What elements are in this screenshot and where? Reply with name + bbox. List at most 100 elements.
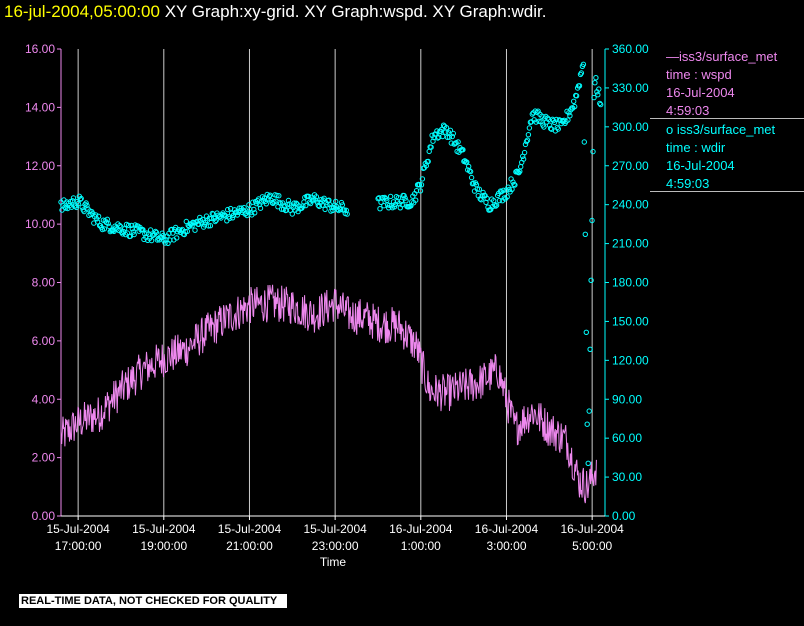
y-right-tick-label: 150.00 (612, 314, 649, 328)
y-right-tick-label: 270.00 (612, 159, 649, 173)
series-wdir-point (227, 215, 233, 222)
series-wdir-point (425, 158, 431, 165)
legend-divider (650, 191, 804, 192)
series-wdir-point (419, 176, 426, 182)
y-left-tick-label: 6.00 (32, 334, 56, 348)
series-wdir-point (567, 113, 573, 119)
y-left-tick-label: 0.00 (32, 509, 56, 523)
series-wdir-point (147, 227, 154, 233)
series-wdir-point (582, 231, 588, 238)
x-tick-label-time: 19:00:00 (140, 539, 187, 553)
series-wdir-point (576, 83, 583, 89)
legend-time: 4:59:03 (666, 176, 710, 191)
series-wdir-point (285, 197, 292, 204)
series-wdir-point (598, 101, 604, 108)
series-wdir-point (476, 186, 482, 192)
series-wdir-point (140, 227, 146, 233)
series-wdir-point (588, 277, 594, 283)
x-tick-label-date: 15-Jul-2004 (132, 522, 196, 536)
legend-variable: time : wdir (666, 140, 726, 155)
series-wdir-point (428, 144, 434, 150)
series-wdir-point (125, 222, 132, 229)
series-wdir-point (292, 207, 298, 213)
legend-marker-glyph: o (666, 122, 674, 137)
legend-entry-wspd: —iss3/surface_met time : wspd 16-Jul-200… (666, 48, 777, 120)
series-wdir-point (595, 92, 601, 98)
x-tick-label-time: 5:00:00 (572, 539, 612, 553)
series-wdir-point (416, 182, 423, 188)
series-wdir-point (333, 198, 339, 205)
series-wdir-point (263, 201, 269, 207)
series-wdir-point (344, 211, 350, 217)
series-wdir-point (520, 156, 527, 162)
series-wdir-point (84, 202, 90, 209)
series-wdir-point (572, 103, 578, 110)
series-wdir-point (526, 125, 533, 131)
series-wdir-point (497, 188, 504, 194)
series-wdir-point (184, 228, 191, 235)
x-axis-label: Time (320, 555, 347, 569)
series-wdir-point (446, 134, 453, 140)
series-wdir-point (449, 133, 455, 140)
series-wdir-point (439, 126, 445, 133)
legend-series-name: iss3/surface_met (679, 49, 778, 64)
series-wdir-point (267, 192, 273, 198)
series-wdir-point (234, 212, 241, 218)
series-wdir-point (75, 200, 82, 207)
legend-time: 4:59:03 (666, 103, 710, 118)
series-wdir-point (252, 210, 258, 216)
series-wdir-point (578, 70, 585, 76)
series-wdir-point (174, 235, 180, 241)
series-wdir-point (468, 174, 475, 181)
y-right-tick-label: 330.00 (612, 81, 649, 95)
x-tick-label-date: 16-Jul-2004 (389, 522, 453, 536)
series-wdir-point (434, 128, 440, 134)
series-wdir-point (62, 204, 68, 210)
y-left-tick-label: 10.00 (25, 217, 55, 231)
series-wdir-point (504, 194, 510, 200)
series-wdir-point (212, 218, 218, 225)
series-wdir-point (387, 193, 394, 200)
y-left-tick-label: 12.00 (25, 159, 55, 173)
window-header: 16-jul-2004,05:00:00 XY Graph:xy-grid. X… (4, 2, 546, 22)
series-wdir-point (591, 94, 597, 101)
series-wdir-point (377, 206, 383, 212)
header-timestamp: 16-jul-2004,05:00:00 (4, 2, 160, 21)
series-wdir-point (225, 206, 231, 213)
series-wdir-point (339, 202, 346, 208)
series-wdir-point (474, 186, 481, 192)
series-wdir-point (153, 229, 160, 236)
series-wdir-point (512, 182, 518, 188)
y-left-tick-label: 2.00 (32, 451, 56, 465)
series-wdir-point (529, 111, 535, 117)
series-wdir-point (444, 134, 451, 141)
legend-line-glyph: — (666, 49, 679, 64)
series-wdir-point (523, 138, 530, 145)
series-wdir-point (162, 240, 168, 246)
series-wdir-point (289, 211, 295, 217)
series-wdir-point (306, 193, 312, 200)
y-right-tick-label: 0.00 (612, 509, 636, 523)
series-wdir-point (464, 159, 470, 165)
x-tick-label-date: 15-Jul-2004 (46, 522, 110, 536)
series-wdir-point (205, 223, 212, 229)
series-wdir-point (213, 217, 219, 224)
y-right-tick-label: 210.00 (612, 237, 649, 251)
series-wdir-point (580, 61, 587, 68)
series-wdir-point (440, 133, 446, 140)
series-wdir-point (192, 227, 198, 233)
series-wdir-point (70, 195, 77, 201)
series-wdir-point (207, 223, 214, 229)
series-wdir-point (321, 195, 327, 202)
y-right-tick-label: 360.00 (612, 42, 649, 56)
x-tick-label-date: 16-Jul-2004 (560, 522, 624, 536)
series-wdir-point (148, 237, 155, 244)
y-right-tick-label: 300.00 (612, 120, 649, 134)
series-wdir-point (518, 164, 524, 170)
y-left-tick-label: 8.00 (32, 276, 56, 290)
series-wdir-point (516, 170, 522, 176)
series-wdir-point (443, 125, 450, 131)
series-wdir-point (380, 194, 386, 201)
series-wdir-point (521, 149, 528, 156)
